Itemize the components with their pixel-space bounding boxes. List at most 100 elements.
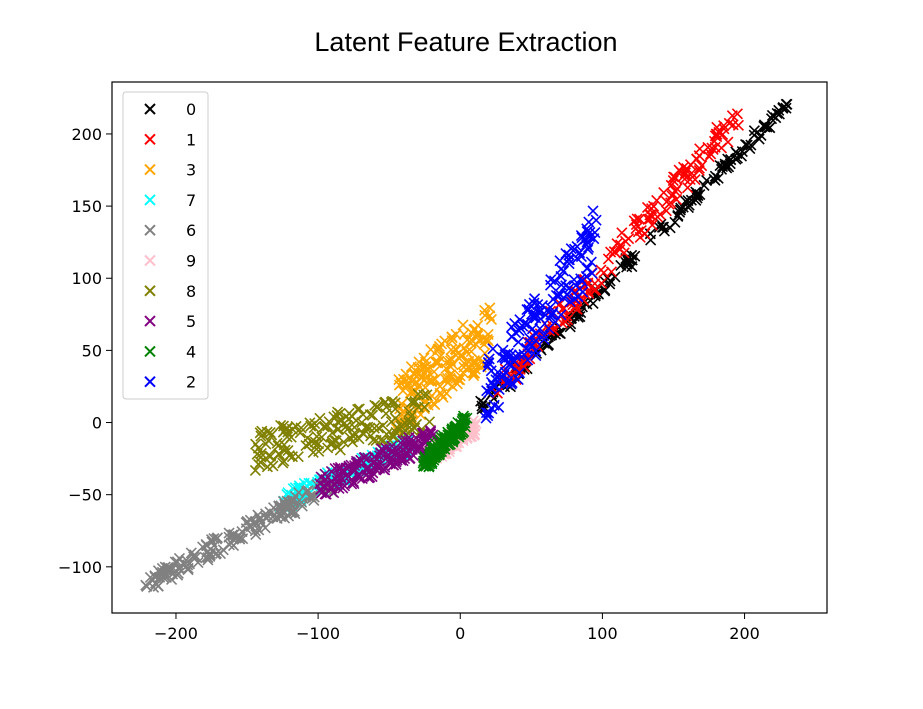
point [550, 289, 562, 302]
point [502, 357, 514, 369]
point [378, 463, 390, 475]
point [512, 374, 524, 386]
point [189, 549, 201, 561]
point [577, 286, 589, 298]
point [325, 439, 337, 451]
series-4 [417, 410, 473, 473]
point [244, 514, 256, 526]
point [571, 241, 583, 253]
point [223, 527, 235, 539]
point [524, 332, 536, 344]
point [530, 328, 542, 340]
point [295, 422, 307, 434]
point [484, 310, 496, 322]
point [259, 522, 271, 534]
point [263, 449, 275, 462]
point [428, 449, 441, 461]
point [301, 432, 314, 444]
point [440, 362, 452, 374]
point [748, 125, 760, 137]
point [559, 315, 571, 327]
legend-marker [144, 133, 156, 146]
y-tick-label: −100 [58, 558, 102, 577]
point [328, 411, 340, 423]
y-tick-label: 200 [71, 125, 102, 144]
point [485, 313, 497, 326]
point [261, 426, 273, 438]
point [487, 343, 499, 355]
point [237, 533, 249, 545]
point [644, 228, 656, 240]
point [609, 271, 621, 283]
point [574, 247, 586, 259]
point [250, 518, 262, 530]
legend-item-4: 4 [144, 342, 196, 361]
legend-item-2: 2 [144, 373, 196, 392]
point [770, 112, 782, 124]
legend-label: 6 [186, 221, 196, 240]
point [506, 331, 518, 343]
point [204, 549, 216, 561]
point [364, 422, 376, 434]
point [426, 374, 438, 386]
legend-marker [144, 224, 156, 236]
point [217, 544, 229, 556]
point [701, 174, 713, 187]
point [583, 216, 595, 228]
point [447, 434, 459, 447]
point [468, 355, 481, 367]
y-tick-label: 0 [92, 414, 102, 433]
point [691, 192, 703, 204]
point [534, 323, 546, 335]
point [449, 421, 461, 433]
point [334, 444, 346, 456]
point [609, 246, 621, 258]
point [350, 455, 363, 467]
point [382, 451, 394, 463]
point [528, 312, 540, 324]
point [249, 464, 261, 476]
series-5 [314, 424, 439, 500]
point [671, 183, 683, 195]
point [344, 432, 356, 444]
point [674, 206, 686, 218]
point [555, 279, 568, 291]
point [362, 452, 374, 464]
point [660, 205, 672, 217]
point [587, 205, 599, 217]
point [709, 170, 721, 182]
point [684, 173, 696, 185]
point [707, 143, 719, 155]
point [674, 204, 686, 216]
legend-item-6: 6 [144, 221, 196, 240]
point [667, 188, 679, 200]
point [381, 428, 393, 440]
legend-item-8: 8 [144, 282, 196, 301]
point [352, 403, 364, 416]
point [255, 447, 267, 459]
point [359, 421, 372, 434]
point [480, 407, 492, 419]
point [456, 350, 468, 362]
point [400, 425, 412, 437]
y-tick-label: −50 [68, 486, 102, 505]
point [389, 403, 401, 415]
point [439, 439, 451, 451]
point [580, 270, 592, 282]
point [731, 152, 743, 164]
point [337, 482, 349, 494]
point [703, 151, 715, 163]
point [282, 444, 294, 457]
legend-item-0: 0 [144, 100, 196, 119]
point [158, 569, 170, 581]
point [320, 488, 332, 500]
point [353, 433, 365, 445]
point [366, 409, 379, 421]
point [584, 226, 596, 239]
point [458, 361, 470, 373]
point [439, 335, 451, 347]
point [201, 540, 213, 552]
point [777, 101, 789, 114]
legend-item-9: 9 [144, 252, 196, 271]
point [437, 430, 449, 442]
